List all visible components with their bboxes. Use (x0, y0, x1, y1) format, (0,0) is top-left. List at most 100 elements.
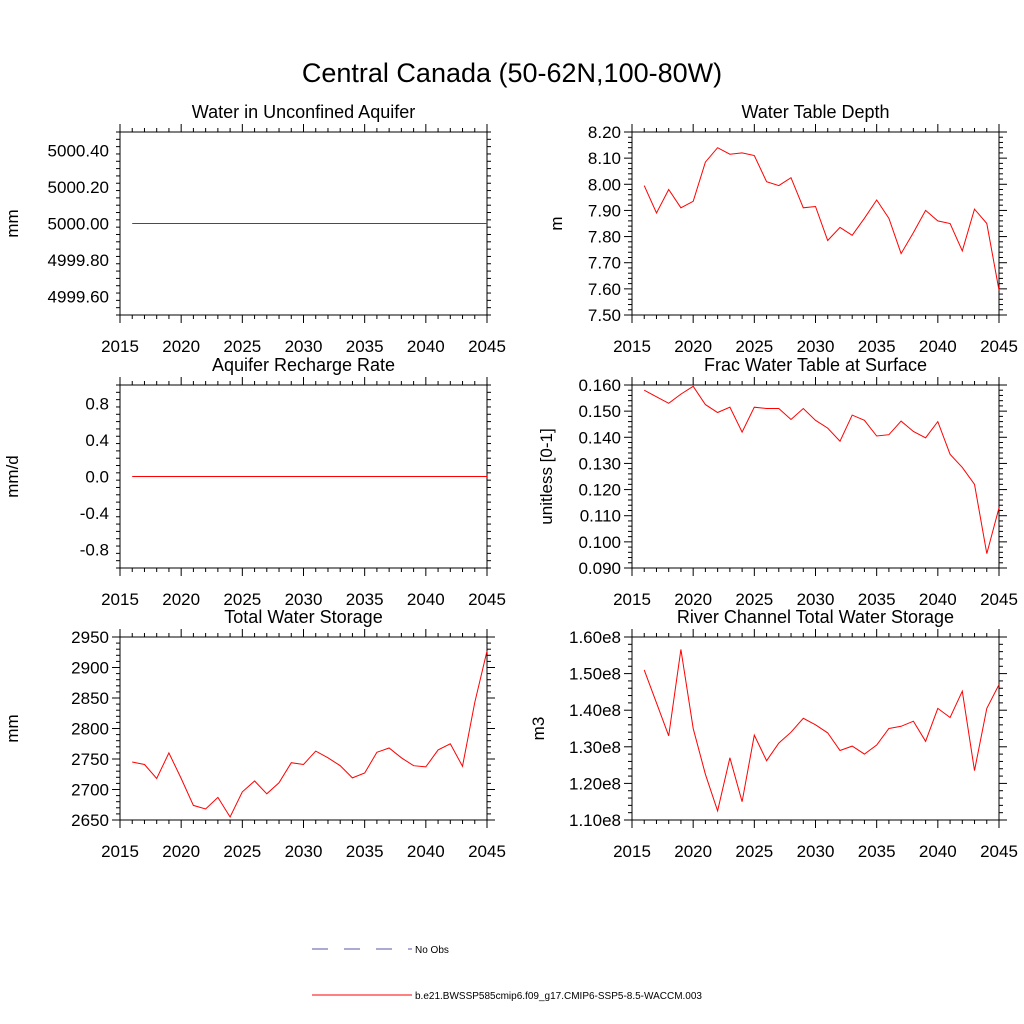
plot-frame-frac-water-table (631, 384, 1000, 569)
y-tick-label-water-table-depth: 7.70 (588, 254, 621, 273)
y-tick-label-aquifer-water: 4999.60 (48, 288, 109, 307)
x-tick-label-frac-water-table: 2040 (919, 590, 957, 609)
panel-title-total-water-storage: Total Water Storage (224, 607, 382, 627)
y-tick-label-water-table-depth: 8.20 (588, 123, 621, 142)
x-tick-label-frac-water-table: 2030 (797, 590, 835, 609)
x-tick-label-total-water-storage: 2025 (223, 842, 261, 861)
x-tick-label-aquifer-water: 2045 (468, 337, 506, 356)
y-tick-label-frac-water-table: 0.150 (578, 402, 621, 421)
x-tick-label-total-water-storage: 2020 (162, 842, 200, 861)
y-tick-label-total-water-storage: 2950 (71, 628, 109, 647)
panel-river-channel-storage: River Channel Total Water Storage m3 2015 2… (529, 607, 1018, 861)
y-tick-label-recharge-rate: -0.8 (80, 541, 109, 560)
y-tick-label-river-channel-storage: 1.60e8 (569, 628, 621, 647)
x-tick-label-water-table-depth: 2020 (674, 337, 712, 356)
y-tick-label-water-table-depth: 8.10 (588, 149, 621, 168)
panel-title-recharge-rate: Aquifer Recharge Rate (212, 355, 395, 375)
x-tick-label-recharge-rate: 2040 (407, 590, 445, 609)
plot-frame-water-table-depth (631, 131, 1000, 316)
x-tick-label-recharge-rate: 2025 (223, 590, 261, 609)
x-tick-label-water-table-depth: 2025 (735, 337, 773, 356)
y-tick-label-water-table-depth: 7.60 (588, 280, 621, 299)
x-tick-label-frac-water-table: 2035 (858, 590, 896, 609)
y-tick-label-recharge-rate: 0.4 (85, 431, 109, 450)
x-tick-label-frac-water-table: 2020 (674, 590, 712, 609)
y-axis-label-recharge-rate: mm/d (3, 455, 22, 498)
x-tick-label-river-channel-storage: 2040 (919, 842, 957, 861)
plot-frame-total-water-storage (119, 636, 488, 821)
x-tick-label-river-channel-storage: 2030 (797, 842, 835, 861)
y-tick-label-total-water-storage: 2750 (71, 750, 109, 769)
x-tick-label-aquifer-water: 2025 (223, 337, 261, 356)
panels: Water in Unconfined Aquifer mm 2015 2020 202… (3, 102, 1018, 861)
y-axis-label-total-water-storage: mm (3, 714, 22, 742)
y-tick-label-water-table-depth: 7.80 (588, 228, 621, 247)
series-line-frac-water-table (643, 385, 1000, 554)
panel-frac-water-table: Frac Water Table at Surface unitless [0-1… (537, 355, 1018, 609)
y-tick-label-total-water-storage: 2900 (71, 659, 109, 678)
x-tick-label-recharge-rate: 2045 (468, 590, 506, 609)
y-tick-label-frac-water-table: 0.120 (578, 481, 621, 500)
y-tick-label-river-channel-storage: 1.40e8 (569, 701, 621, 720)
x-tick-label-total-water-storage: 2015 (101, 842, 139, 861)
x-tick-label-river-channel-storage: 2045 (980, 842, 1018, 861)
y-tick-label-total-water-storage: 2700 (71, 781, 109, 800)
y-tick-label-aquifer-water: 5000.20 (48, 178, 109, 197)
y-tick-label-total-water-storage: 2650 (71, 811, 109, 830)
panel-title-river-channel-storage: River Channel Total Water Storage (677, 607, 954, 627)
panel-recharge-rate: Aquifer Recharge Rate mm/d 2015 2020 2025 203… (3, 355, 506, 609)
x-tick-label-recharge-rate: 2030 (285, 590, 323, 609)
plot-frame-river-channel-storage (631, 636, 1000, 821)
x-tick-label-total-water-storage: 2040 (407, 842, 445, 861)
y-tick-label-water-table-depth: 7.50 (588, 306, 621, 325)
legend-no-obs-label: No Obs (415, 945, 449, 956)
y-tick-label-recharge-rate: 0.0 (85, 468, 109, 487)
y-tick-label-recharge-rate: 0.8 (85, 394, 109, 413)
y-tick-label-river-channel-storage: 1.20e8 (569, 774, 621, 793)
x-tick-label-water-table-depth: 2040 (919, 337, 957, 356)
y-tick-label-river-channel-storage: 1.30e8 (569, 738, 621, 757)
panel-aquifer-water: Water in Unconfined Aquifer mm 2015 2020 202… (3, 102, 506, 356)
x-tick-label-frac-water-table: 2045 (980, 590, 1018, 609)
y-tick-label-water-table-depth: 7.90 (588, 201, 621, 220)
y-tick-label-total-water-storage: 2850 (71, 689, 109, 708)
x-tick-label-water-table-depth: 2030 (797, 337, 835, 356)
y-axis-label-frac-water-table: unitless [0-1] (537, 428, 556, 524)
x-tick-label-river-channel-storage: 2035 (858, 842, 896, 861)
y-tick-label-water-table-depth: 8.00 (588, 175, 621, 194)
x-tick-label-aquifer-water: 2015 (101, 337, 139, 356)
y-tick-label-river-channel-storage: 1.50e8 (569, 665, 621, 684)
y-tick-label-frac-water-table: 0.100 (578, 533, 621, 552)
y-tick-label-aquifer-water: 4999.80 (48, 251, 109, 270)
x-tick-label-aquifer-water: 2035 (346, 337, 384, 356)
panel-title-aquifer-water: Water in Unconfined Aquifer (192, 102, 415, 122)
y-tick-label-aquifer-water: 5000.00 (48, 215, 109, 234)
x-tick-label-total-water-storage: 2035 (346, 842, 384, 861)
x-tick-label-water-table-depth: 2015 (613, 337, 651, 356)
legend-model-label: b.e21.BWSSP585cmip6.f09_g17.CMIP6-SSP5-8… (415, 991, 702, 1002)
x-tick-label-frac-water-table: 2015 (613, 590, 651, 609)
y-tick-label-frac-water-table: 0.160 (578, 376, 621, 395)
panel-title-water-table-depth: Water Table Depth (741, 102, 889, 122)
x-tick-label-frac-water-table: 2025 (735, 590, 773, 609)
y-tick-label-frac-water-table: 0.090 (578, 559, 621, 578)
y-tick-label-frac-water-table: 0.140 (578, 428, 621, 447)
series-line-river-channel-storage (643, 649, 1000, 813)
x-tick-label-recharge-rate: 2015 (101, 590, 139, 609)
x-tick-label-aquifer-water: 2040 (407, 337, 445, 356)
series-line-water-table-depth (643, 147, 1000, 291)
y-tick-label-recharge-rate: -0.4 (80, 504, 109, 523)
x-tick-label-recharge-rate: 2020 (162, 590, 200, 609)
x-tick-label-recharge-rate: 2035 (346, 590, 384, 609)
legend: No Obs b.e21.BWSSP585cmip6.f09_g17.CMIP6… (312, 945, 702, 1002)
y-tick-label-river-channel-storage: 1.10e8 (569, 811, 621, 830)
x-tick-label-river-channel-storage: 2020 (674, 842, 712, 861)
y-tick-label-total-water-storage: 2800 (71, 720, 109, 739)
y-axis-label-aquifer-water: mm (3, 209, 22, 237)
panel-title-frac-water-table: Frac Water Table at Surface (704, 355, 927, 375)
x-tick-label-aquifer-water: 2020 (162, 337, 200, 356)
y-axis-label-river-channel-storage: m3 (529, 717, 548, 741)
x-tick-label-total-water-storage: 2030 (285, 842, 323, 861)
x-tick-label-aquifer-water: 2030 (285, 337, 323, 356)
